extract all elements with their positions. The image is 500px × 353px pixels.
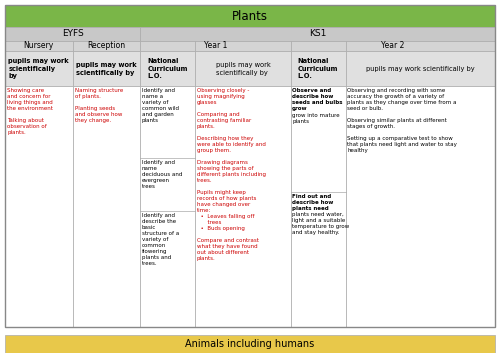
Bar <box>290 86 346 327</box>
Bar <box>72 51 140 86</box>
Bar <box>72 86 140 327</box>
Text: Identify and
name a
variety of
common wild
and garden
plants: Identify and name a variety of common wi… <box>142 88 178 123</box>
Bar <box>5 41 72 51</box>
Text: grow into mature
plants: grow into mature plants <box>292 113 340 124</box>
Text: Year 2: Year 2 <box>381 41 404 50</box>
Text: Observe and
describe how
seeds and bulbs
grow: Observe and describe how seeds and bulbs… <box>292 88 343 111</box>
Text: pupils may work
scientifically by: pupils may work scientifically by <box>216 62 270 76</box>
Text: National
Curriculum
L.O.: National Curriculum L.O. <box>148 58 188 79</box>
Text: Year 1: Year 1 <box>204 41 227 50</box>
Bar <box>5 335 495 353</box>
Bar <box>140 86 195 327</box>
Text: Observing closely -
using magnifying
glasses

Comparing and
contrasting familiar: Observing closely - using magnifying gla… <box>196 88 266 261</box>
Bar <box>290 41 346 51</box>
Bar <box>5 86 72 327</box>
Bar <box>5 51 72 86</box>
Text: EYFS: EYFS <box>62 29 84 38</box>
Bar <box>140 41 195 51</box>
Text: Identify and
name
deciduous and
evergreen
trees: Identify and name deciduous and evergree… <box>142 160 182 189</box>
Text: KS1: KS1 <box>309 29 326 38</box>
Bar <box>72 41 140 51</box>
Text: Showing care
and concern for
living things and
the environment

Talking about
ob: Showing care and concern for living thin… <box>7 88 53 135</box>
Text: pupils may work scientifically by: pupils may work scientifically by <box>366 66 474 72</box>
Text: National
Curriculum
L.O.: National Curriculum L.O. <box>298 58 339 79</box>
Text: Observing and recording with some
accuracy the growth of a variety of
plants as : Observing and recording with some accura… <box>347 88 457 153</box>
Text: pupils may work
scientifically by: pupils may work scientifically by <box>76 62 136 76</box>
Bar <box>346 86 495 327</box>
Bar <box>195 51 290 86</box>
Bar <box>5 5 495 27</box>
Bar <box>5 27 140 41</box>
Bar <box>290 51 346 86</box>
Text: Plants: Plants <box>232 10 268 23</box>
Text: Nursery: Nursery <box>24 41 54 50</box>
Text: pupils may work
scientifically
by: pupils may work scientifically by <box>8 58 69 79</box>
Text: Identify and
describe the
basic
structure of a
variety of
common
flowering
plant: Identify and describe the basic structur… <box>142 213 179 266</box>
Text: Reception: Reception <box>88 41 126 50</box>
Text: Find out and
describe how
plants need: Find out and describe how plants need <box>292 194 334 211</box>
Text: Naming structure
of plants.

Planting seeds
and observe how
they change.: Naming structure of plants. Planting see… <box>74 88 123 123</box>
Bar <box>140 27 495 41</box>
Text: plants need water,
light and a suitable
temperature to grow
and stay healthy.: plants need water, light and a suitable … <box>292 213 350 235</box>
Bar <box>140 51 195 86</box>
Bar <box>195 86 290 327</box>
Text: Animals including humans: Animals including humans <box>186 339 314 349</box>
Bar <box>346 41 495 51</box>
Bar <box>195 41 290 51</box>
Bar <box>346 51 495 86</box>
